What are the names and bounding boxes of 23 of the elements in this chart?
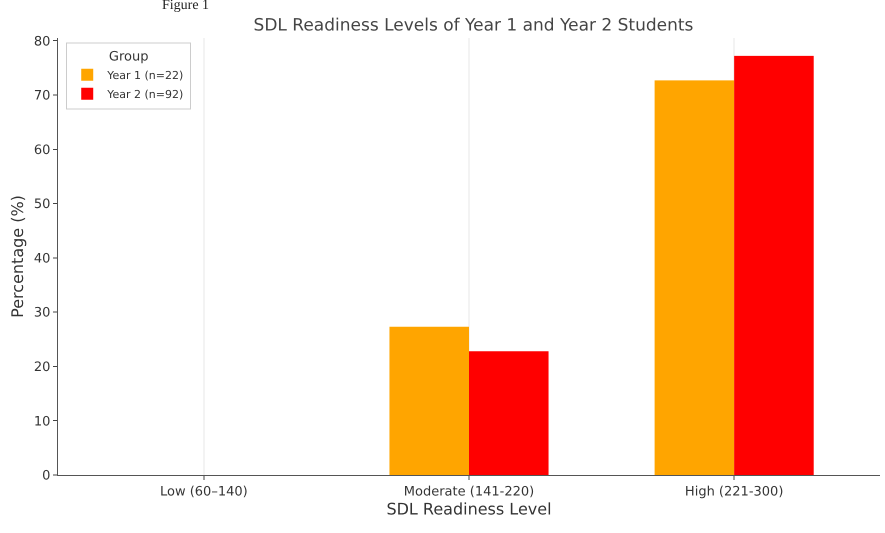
bar [734, 56, 814, 475]
y-tick-label: 30 [34, 306, 50, 321]
legend-title: Group [108, 49, 149, 64]
y-tick-label: 10 [34, 414, 50, 430]
y-tick-label: 50 [34, 197, 50, 212]
y-tick-label: 70 [34, 88, 50, 104]
x-tick-label: Low (60–140) [160, 484, 248, 500]
y-tick-label: 60 [34, 142, 50, 158]
y-tick-label: 20 [34, 360, 50, 375]
caption: Figure 1 [162, 0, 210, 13]
y-tick-label: 0 [42, 468, 50, 484]
bar [389, 326, 469, 475]
y-axis-title: Percentage (%) [8, 195, 27, 318]
legend-label: Year 1 (n=22) [106, 69, 184, 82]
x-tick-label: High (221-300) [684, 484, 784, 500]
chart-title: SDL Readiness Levels of Year 1 and Year 2 Students [254, 16, 694, 36]
x-tick-label: Moderate (141-220) [404, 484, 534, 500]
x-axis-title: SDL Readiness Level [386, 500, 552, 519]
y-tick-label: 40 [34, 251, 50, 266]
bar [654, 80, 734, 475]
y-tick-label: 80 [34, 34, 50, 50]
legend-label: Year 2 (n=92) [106, 88, 184, 102]
bar [469, 351, 549, 475]
